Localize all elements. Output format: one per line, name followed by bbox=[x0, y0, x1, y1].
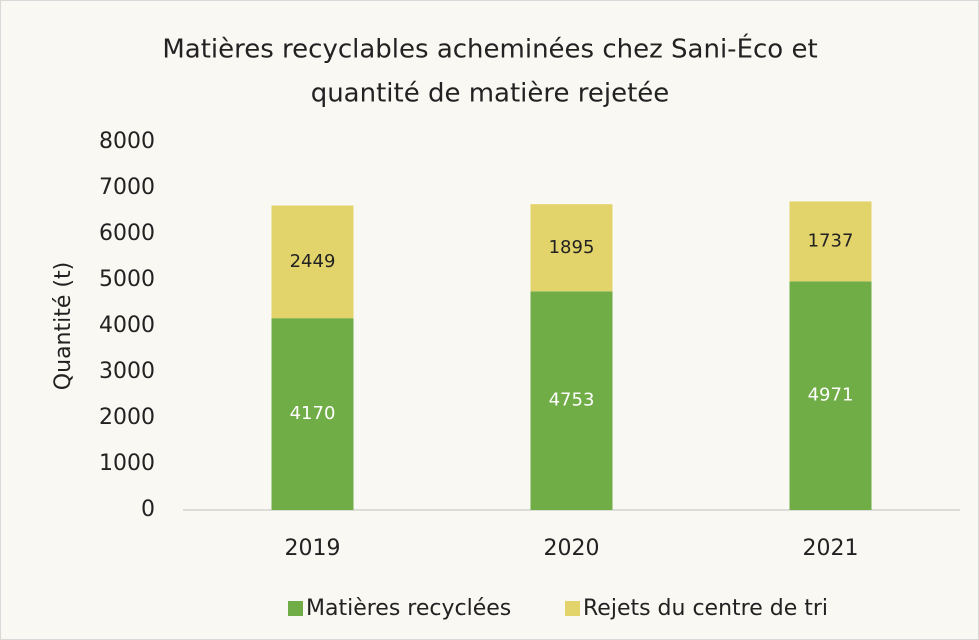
x-tick-label: 2020 bbox=[544, 536, 600, 561]
y-tick-label: 1000 bbox=[99, 451, 155, 476]
bar-segment bbox=[271, 318, 354, 510]
data-label: 4753 bbox=[549, 390, 595, 411]
y-tick-label: 4000 bbox=[99, 313, 155, 338]
y-tick-label: 6000 bbox=[99, 221, 155, 246]
chart-title: Matières recyclables acheminées chez San… bbox=[162, 33, 817, 65]
x-tick-label: 2019 bbox=[285, 536, 341, 561]
data-label: 1737 bbox=[808, 230, 854, 251]
y-tick-label: 0 bbox=[141, 497, 155, 522]
y-tick-label: 3000 bbox=[99, 359, 155, 384]
y-tick-label: 7000 bbox=[99, 175, 155, 200]
x-tick-label: 2021 bbox=[803, 536, 859, 561]
legend-swatch bbox=[565, 601, 580, 616]
legend-label: Matières recyclées bbox=[306, 596, 511, 621]
bar-segment bbox=[530, 204, 613, 292]
bar-segment bbox=[530, 291, 613, 510]
bar-segment bbox=[271, 205, 354, 319]
y-axis-label: Quantité (t) bbox=[51, 262, 76, 390]
y-tick-label: 5000 bbox=[99, 267, 155, 292]
bar-segment bbox=[789, 201, 872, 282]
data-label: 1895 bbox=[549, 237, 595, 258]
data-label: 4170 bbox=[290, 403, 336, 424]
y-tick-label: 8000 bbox=[99, 129, 155, 154]
data-label: 2449 bbox=[290, 251, 336, 272]
legend-swatch bbox=[288, 601, 303, 616]
data-label: 4971 bbox=[808, 385, 854, 406]
chart-title: quantité de matière rejetée bbox=[311, 79, 670, 109]
legend-label: Rejets du centre de tri bbox=[583, 596, 828, 621]
y-tick-label: 2000 bbox=[99, 405, 155, 430]
bar-segment bbox=[789, 281, 872, 510]
